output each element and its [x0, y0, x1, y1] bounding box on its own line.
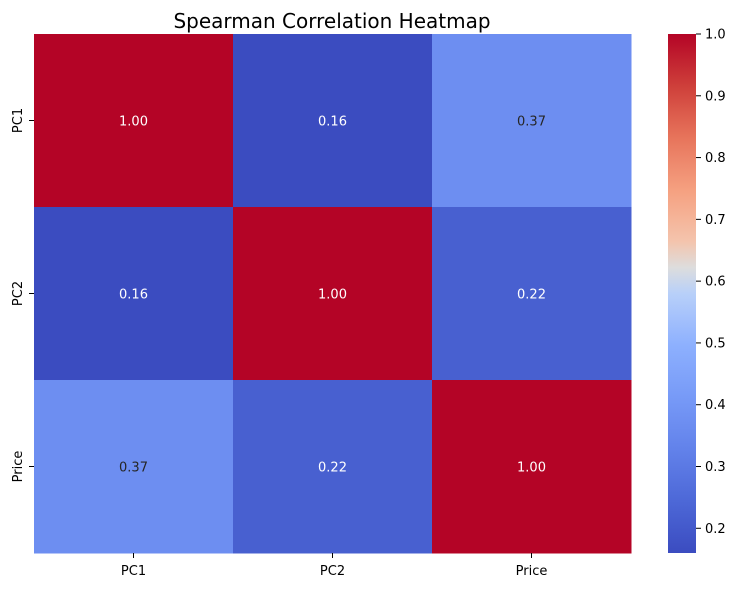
heatmap-cell	[34, 380, 234, 554]
cell-annotation: 0.22	[517, 288, 546, 303]
colorbar: 0.2 0.3 0.4 0.5 0.6 0.7 0.8 0.9 1.0	[668, 28, 726, 553]
heatmap-cell	[233, 380, 433, 554]
heatmap-cell	[34, 207, 234, 381]
colorbar-tick-label: 0.4	[705, 398, 726, 413]
cell-annotation: 1.00	[517, 461, 546, 476]
colorbar-tick-label: 0.2	[705, 522, 726, 537]
colorbar-tick-label: 0.8	[705, 151, 726, 166]
cell-annotation: 0.16	[119, 288, 148, 303]
heatmap-cells: 1.00 0.16 0.37 0.16 1.00 0.22 0.37 0.22 1.00	[34, 34, 632, 554]
cell-annotation: 1.00	[318, 288, 347, 303]
chart-title: Spearman Correlation Heatmap	[173, 9, 490, 33]
colorbar-gradient	[668, 34, 696, 553]
x-tick-label: PC1	[121, 564, 146, 579]
heatmap-cell	[432, 34, 632, 208]
y-axis-ticks: PC1 PC2 Price	[11, 108, 34, 482]
colorbar-tick-label: 1.0	[705, 28, 726, 43]
x-tick-label: Price	[516, 564, 548, 579]
x-tick-label: PC2	[320, 564, 345, 579]
heatmap-cell	[34, 34, 234, 208]
y-tick-label: PC1	[11, 108, 26, 133]
colorbar-tick-label: 0.5	[705, 336, 726, 351]
cell-annotation: 1.00	[119, 115, 148, 130]
cell-annotation: 0.22	[318, 461, 347, 476]
colorbar-tick-label: 0.3	[705, 460, 726, 475]
cell-annotation: 0.16	[318, 115, 347, 130]
heatmap-cell	[432, 207, 632, 381]
heatmap-cell	[432, 380, 632, 554]
y-tick-label: Price	[11, 451, 26, 483]
colorbar-tick-label: 0.9	[705, 89, 726, 104]
heatmap-cell	[233, 34, 433, 208]
colorbar-tick-label: 0.7	[705, 213, 726, 228]
heatmap-cell	[233, 207, 433, 381]
colorbar-tick-label: 0.6	[705, 275, 726, 290]
x-axis-ticks: PC1 PC2 Price	[121, 553, 547, 579]
y-tick-label: PC2	[11, 281, 26, 306]
cell-annotation: 0.37	[119, 461, 148, 476]
cell-annotation: 0.37	[517, 115, 546, 130]
